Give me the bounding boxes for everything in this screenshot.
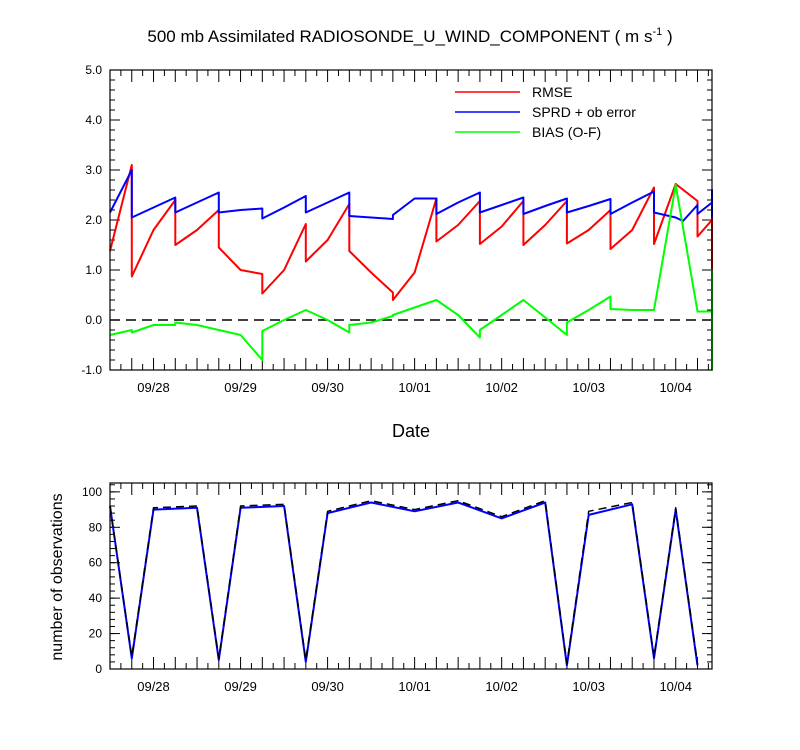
bottom-y-tick-labels: 0 20 40 60 80 100 — [82, 485, 102, 676]
top-chart-title: 500 mb Assimilated RADIOSONDE_U_WIND_COM… — [147, 26, 672, 46]
x-tick-label: 10/02 — [485, 679, 518, 694]
x-tick-label: 09/29 — [224, 380, 257, 395]
bottom-ticks — [109, 483, 712, 670]
y-tick-label: 0.0 — [85, 313, 102, 327]
bottom-series-group — [109, 499, 699, 667]
y-tick-label: 1.0 — [85, 263, 102, 277]
y-tick-label: 80 — [89, 520, 103, 534]
x-tick-label: 09/28 — [137, 679, 170, 694]
y-tick-label: 60 — [89, 556, 103, 570]
bottom-y-axis-label: number of observations — [49, 493, 66, 660]
top-x-tick-labels: 09/28 09/29 09/30 10/01 10/02 10/03 10/04 — [137, 380, 692, 395]
x-tick-label: 10/01 — [398, 380, 431, 395]
x-tick-label: 09/28 — [137, 380, 170, 395]
y-tick-label: 3.0 — [85, 163, 102, 177]
x-tick-label: 10/01 — [398, 679, 431, 694]
y-tick-label: 5.0 — [85, 63, 102, 77]
y-tick-label: 4.0 — [85, 113, 102, 127]
legend-label-bias: BIAS (O-F) — [532, 124, 601, 140]
x-tick-label: 10/03 — [572, 380, 605, 395]
y-tick-label: 20 — [89, 627, 103, 641]
legend-label-sprd: SPRD + ob error — [532, 104, 636, 120]
top-x-axis-label: Date — [392, 421, 430, 441]
legend-label-rmse: RMSE — [532, 84, 572, 100]
y-tick-label: 2.0 — [85, 213, 102, 227]
series-line-observations-reference — [109, 499, 699, 665]
top-plot-frame — [109, 69, 713, 371]
y-tick-label: 0 — [95, 662, 102, 676]
x-tick-label: 09/29 — [224, 679, 257, 694]
series-line-sprd-ob-error — [109, 169, 713, 222]
top-series-group — [109, 164, 713, 371]
top-chart: 500 mb Assimilated RADIOSONDE_U_WIND_COM… — [81, 26, 713, 441]
x-tick-label: 10/04 — [659, 380, 692, 395]
legend: RMSE SPRD + ob error BIAS (O-F) — [455, 84, 636, 140]
series-line-rmse — [109, 164, 713, 306]
y-tick-label: -1.0 — [81, 363, 102, 377]
bottom-x-tick-labels: 09/28 09/29 09/30 10/01 10/02 10/03 10/04 — [137, 679, 692, 694]
x-tick-label: 10/04 — [659, 679, 692, 694]
x-tick-label: 10/03 — [572, 679, 605, 694]
x-tick-label: 09/30 — [311, 679, 344, 694]
x-tick-label: 10/02 — [485, 380, 518, 395]
y-tick-label: 40 — [89, 591, 103, 605]
bottom-plot-frame — [109, 482, 713, 670]
x-tick-label: 09/30 — [311, 380, 344, 395]
top-y-tick-labels: -1.0 0.0 1.0 2.0 3.0 4.0 5.0 — [81, 63, 102, 377]
y-tick-label: 100 — [82, 485, 102, 499]
series-line-observations — [109, 501, 699, 667]
series-line-bias-o-f — [109, 184, 713, 371]
bottom-chart: 0 20 40 60 80 100 09/28 09/29 09/30 10/01 10/02 10… — [49, 482, 713, 694]
